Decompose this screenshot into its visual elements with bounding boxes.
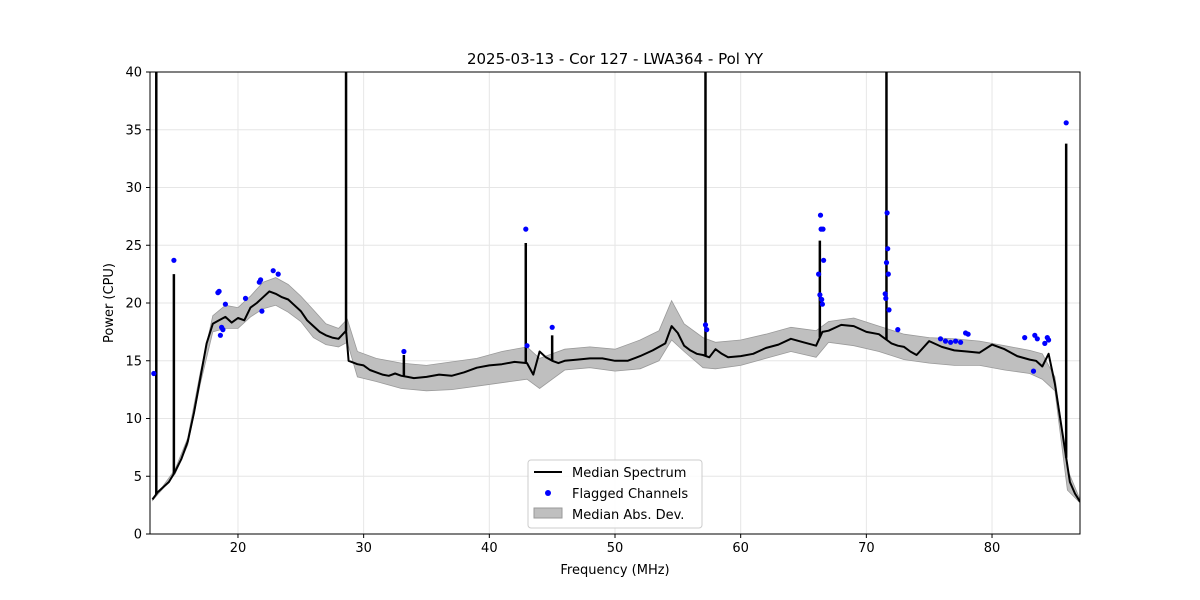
flagged-point bbox=[885, 271, 891, 277]
flagged-point bbox=[883, 260, 890, 266]
legend-mad-label: Median Abs. Dev. bbox=[572, 508, 684, 523]
flagged-point bbox=[1030, 368, 1037, 374]
x-tick-label: 50 bbox=[607, 541, 624, 556]
flagged-point bbox=[258, 277, 264, 283]
flagged-point bbox=[1046, 337, 1052, 343]
y-tick-label: 30 bbox=[125, 181, 142, 196]
x-tick-label: 60 bbox=[732, 541, 749, 556]
y-tick-label: 10 bbox=[125, 412, 142, 427]
flagged-point bbox=[222, 301, 228, 307]
flagged-point bbox=[948, 339, 954, 345]
y-tick-label: 5 bbox=[134, 470, 142, 485]
x-axis-label: Frequency (MHz) bbox=[560, 563, 669, 578]
flagged-point bbox=[886, 307, 892, 313]
flagged-point bbox=[216, 288, 222, 294]
flagged-point bbox=[816, 271, 822, 277]
flagged-point bbox=[220, 327, 226, 333]
flagged-point bbox=[895, 327, 901, 333]
flagged-point bbox=[217, 332, 223, 338]
y-axis-ticks: 0 5 10 15 20 25 30 35 40 bbox=[125, 66, 150, 543]
flagged-point bbox=[953, 338, 959, 344]
flagged-point bbox=[820, 226, 826, 232]
legend-box bbox=[527, 459, 703, 529]
flagged-point bbox=[151, 370, 157, 377]
median-spectrum bbox=[151, 290, 1080, 503]
x-tick-label: 30 bbox=[355, 541, 372, 556]
y-tick-label: 35 bbox=[125, 123, 142, 138]
mad-band-area bbox=[152, 277, 1080, 504]
x-tick-label: 40 bbox=[481, 541, 498, 556]
x-tick-label: 80 bbox=[984, 541, 1001, 556]
flagged-point bbox=[702, 322, 709, 328]
flagged-point bbox=[1042, 340, 1048, 346]
flagged-channels bbox=[151, 120, 1069, 377]
y-tick-label: 0 bbox=[134, 528, 142, 543]
flagged-point bbox=[270, 268, 276, 274]
y-tick-label: 40 bbox=[125, 66, 142, 81]
flagged-point bbox=[242, 295, 249, 301]
y-tick-label: 15 bbox=[125, 354, 142, 369]
flagged-point bbox=[883, 295, 889, 301]
median-spectrum-line bbox=[151, 290, 1080, 503]
legend-mad-swatch bbox=[533, 507, 563, 519]
flagged-point bbox=[171, 257, 177, 263]
y-axis-label: Power (CPU) bbox=[102, 263, 117, 343]
flagged-point bbox=[937, 336, 944, 342]
y-tick-label: 20 bbox=[125, 297, 142, 312]
flagged-point bbox=[819, 301, 826, 307]
flagged-point bbox=[1034, 336, 1040, 342]
legend-flagged-swatch bbox=[545, 490, 551, 496]
rfi-spikes bbox=[155, 72, 1068, 495]
flagged-point bbox=[821, 257, 827, 263]
flagged-point bbox=[549, 324, 555, 330]
flagged-point bbox=[885, 246, 891, 252]
legend-flagged-label: Flagged Channels bbox=[572, 487, 688, 502]
flagged-point bbox=[958, 339, 964, 345]
flagged-point bbox=[942, 338, 949, 344]
flagged-point bbox=[401, 348, 407, 355]
chart-title: 2025-03-13 - Cor 127 - LWA364 - Pol YY bbox=[467, 50, 764, 68]
flagged-point bbox=[819, 296, 825, 303]
x-tick-label: 70 bbox=[858, 541, 875, 556]
flagged-point bbox=[884, 210, 890, 216]
flagged-point bbox=[817, 292, 823, 298]
flagged-point bbox=[1022, 335, 1028, 341]
flagged-point bbox=[259, 308, 265, 314]
flagged-point bbox=[965, 331, 971, 337]
flagged-point bbox=[275, 271, 281, 277]
flagged-point bbox=[704, 327, 710, 333]
mad-band bbox=[152, 277, 1080, 504]
flagged-point bbox=[1063, 120, 1069, 126]
y-tick-label: 25 bbox=[125, 239, 142, 254]
legend-median-label: Median Spectrum bbox=[572, 466, 686, 481]
flagged-point bbox=[882, 291, 888, 297]
x-tick-label: 20 bbox=[230, 541, 247, 556]
flagged-point bbox=[523, 226, 529, 232]
legend: Median Spectrum Flagged Channels Median … bbox=[527, 459, 703, 529]
x-axis-ticks: 20 30 40 50 60 70 80 bbox=[230, 534, 1001, 556]
flagged-point bbox=[817, 212, 824, 218]
flagged-point bbox=[524, 343, 530, 349]
